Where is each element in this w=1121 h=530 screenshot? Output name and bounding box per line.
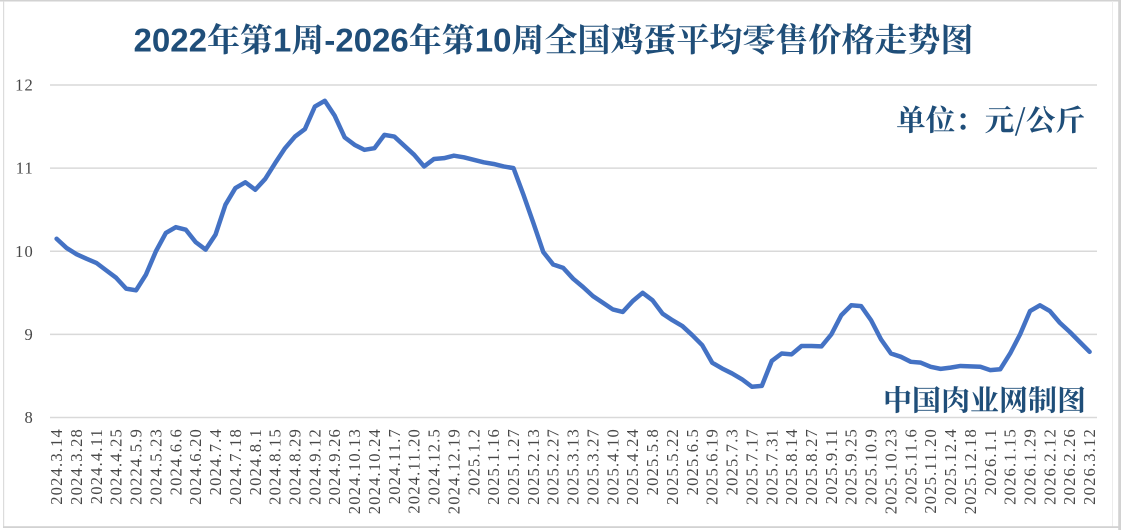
svg-text:9: 9 [25,325,34,344]
svg-text:2025.8.14: 2025.8.14 [782,428,801,505]
svg-text:2026.1.29: 2026.1.29 [1021,428,1040,505]
svg-text:2025.3.13: 2025.3.13 [564,428,583,505]
svg-text:2024.11.20: 2024.11.20 [405,428,424,514]
svg-text:2025.10.9: 2025.10.9 [862,428,881,505]
svg-text:2025.1.27: 2025.1.27 [504,428,523,505]
svg-text:2025.7.31: 2025.7.31 [762,428,781,505]
svg-text:2026.3.12: 2026.3.12 [1080,428,1099,505]
svg-text:2024.10.13: 2024.10.13 [345,428,364,514]
svg-text:2026.1.1: 2026.1.1 [981,428,1000,495]
svg-text:11: 11 [16,159,34,178]
svg-text:2025.11.6: 2025.11.6 [901,428,920,504]
svg-text:2024.9.26: 2024.9.26 [325,428,344,505]
svg-text:2025.9.25: 2025.9.25 [842,428,861,505]
svg-text:2024.6.20: 2024.6.20 [186,428,205,505]
svg-text:12: 12 [15,76,34,95]
svg-text:2025.4.24: 2025.4.24 [623,428,642,505]
svg-text:10: 10 [15,242,34,261]
svg-text:2026.2.12: 2026.2.12 [1040,428,1059,505]
svg-text:2025.1.16: 2025.1.16 [484,428,503,505]
svg-text:2025.7.3: 2025.7.3 [723,428,742,495]
svg-text:2024.9.12: 2024.9.12 [305,428,324,505]
svg-text:2024.10.24: 2024.10.24 [365,428,384,514]
svg-text:2026.2.26: 2026.2.26 [1060,428,1079,505]
svg-text:2024.7.18: 2024.7.18 [226,428,245,505]
svg-text:2024.5.23: 2024.5.23 [146,428,165,505]
svg-text:2025.7.17: 2025.7.17 [742,428,761,505]
svg-text:2024.4.25: 2024.4.25 [107,428,126,505]
svg-text:2024.8.29: 2024.8.29 [285,428,304,505]
svg-text:2025.12.4: 2025.12.4 [941,428,960,505]
svg-text:2025.3.27: 2025.3.27 [583,428,602,505]
svg-text:2025.11.20: 2025.11.20 [921,428,940,514]
svg-text:8: 8 [25,408,34,427]
svg-text:2024.12.19: 2024.12.19 [444,428,463,514]
svg-text:2025.2.27: 2025.2.27 [544,428,563,505]
svg-text:2024.3.28: 2024.3.28 [67,428,86,505]
svg-text:2024.7.4: 2024.7.4 [206,428,225,495]
svg-text:2024.3.14: 2024.3.14 [47,428,66,505]
svg-text:20224.5.9: 20224.5.9 [127,428,146,505]
svg-text:2024.12.5: 2024.12.5 [425,428,444,505]
svg-text:2025.10.23: 2025.10.23 [881,428,900,514]
svg-text:2024.6.6: 2024.6.6 [166,428,185,495]
svg-text:2025.9.11: 2025.9.11 [822,428,841,504]
svg-text:2024.8.15: 2024.8.15 [266,428,285,505]
svg-text:2025.8.27: 2025.8.27 [802,428,821,505]
svg-text:2024.4.11: 2024.4.11 [87,428,106,504]
svg-text:2025.2.13: 2025.2.13 [524,428,543,505]
svg-text:2026.1.15: 2026.1.15 [1001,428,1020,505]
svg-text:2025.5.22: 2025.5.22 [663,428,682,505]
svg-text:2024.11.7: 2024.11.7 [385,428,404,504]
svg-text:2025.1.2: 2025.1.2 [464,428,483,495]
svg-text:2025.12.18: 2025.12.18 [961,428,980,514]
svg-text:2025.6.5: 2025.6.5 [683,428,702,495]
svg-text:2025.4.10: 2025.4.10 [603,428,622,505]
svg-text:2024.8.1: 2024.8.1 [246,428,265,495]
svg-text:2025.6.19: 2025.6.19 [703,428,722,505]
svg-text:2025.5.8: 2025.5.8 [643,428,662,495]
